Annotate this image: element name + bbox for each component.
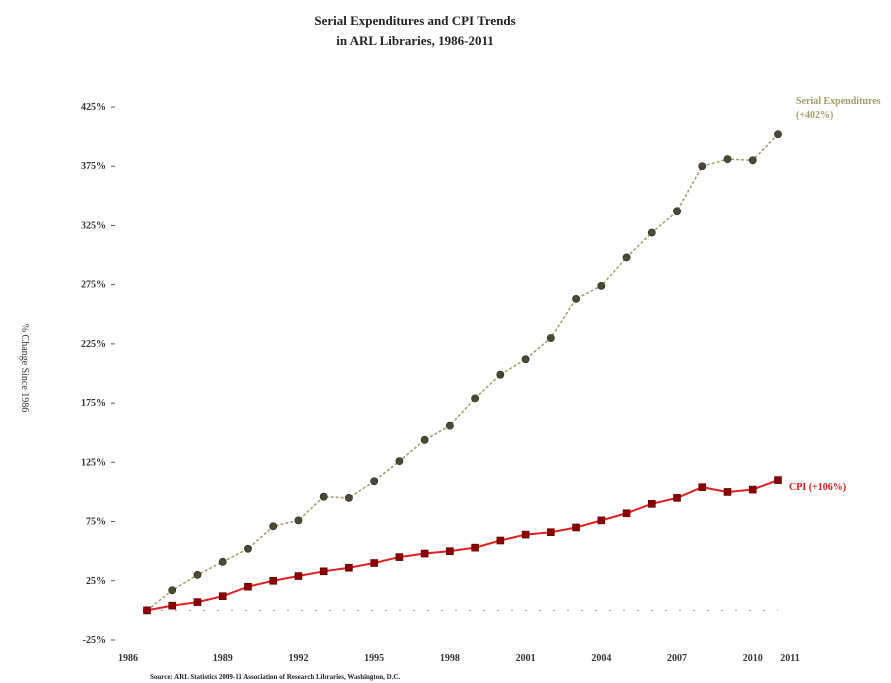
cpi-point [294,572,303,580]
x-tick-label: 1989 [213,653,233,664]
y-tick-label: 125% [81,457,106,468]
cpi-point [647,499,656,508]
cpi-point [521,530,530,539]
y-tick-label: -25% [83,635,106,646]
serial-expenditures-label: Serial Expenditures [796,96,881,107]
cpi-point [193,598,202,606]
serial-expenditures-point [445,421,454,430]
cpi-point [345,563,353,572]
serial-expenditures-point [294,516,303,525]
serial-expenditures-point [521,355,530,364]
cpi-point [597,516,606,525]
cpi-point [698,483,707,492]
y-tick-label: 325% [81,220,106,231]
cpi-label: CPI (+106%) [789,482,846,493]
serial-expenditures-point [395,457,404,466]
serial-expenditures-point [546,334,555,342]
serial-expenditures-point [647,228,656,237]
serial-expenditures-point [319,492,328,501]
serial-expenditures-point [370,477,379,486]
serial-expenditures-point [673,207,681,216]
cpi-point [269,576,278,585]
serial-expenditures-point [471,394,480,403]
x-tick-label: 1986 [118,653,138,664]
y-axis-label: % Change Since 1986 [19,324,30,413]
cpi-point [319,567,328,576]
cpi-point [622,509,631,518]
series-layer [143,130,782,615]
x-tick-label: 1992 [288,653,308,664]
x-tick-label: 2011 [780,653,799,664]
y-tick-label: 275% [81,280,106,291]
cpi-point [748,485,757,494]
cpi-point [370,559,378,567]
cpi-point [547,528,555,537]
chart-title-line2: in ARL Libraries, 1986-2011 [336,33,493,48]
serial-expenditures-point [496,370,505,379]
cpi-point [143,606,151,615]
serial-expenditures-point [218,557,227,566]
cpi-point [572,523,580,532]
cpi-point [496,536,505,545]
cpi-line [146,479,779,612]
serial-expenditures-point [723,155,732,164]
serial-expenditures-change-label: (+402%) [796,110,833,121]
x-tick-label: 1998 [440,653,460,664]
serial-expenditures-point [572,294,580,303]
cpi-point [723,488,732,496]
y-tick-label: 175% [81,398,106,409]
serial-expenditures-point [244,544,252,553]
chart-title-line1: Serial Expenditures and CPI Trends [314,13,515,28]
x-tick-label: 1995 [364,653,384,664]
y-tick-label: 225% [81,339,106,350]
y-tick-label: 25% [86,576,106,587]
cpi-point [471,543,479,552]
x-tick-label: 2001 [516,653,536,664]
serial-expenditures-point [622,253,631,262]
y-tick-label: 75% [86,517,106,528]
y-tick-label: 425% [81,102,106,113]
cpi-point [244,582,252,591]
cpi-point [774,476,782,484]
axes: -25% 25% 75% 125% 175% 225% 275% 325% 375% 425% 19… [81,102,800,664]
serial-expenditures-point [269,522,278,531]
serial-expenditures-line [146,133,779,611]
serial-expenditures-point [597,281,606,290]
cpi-point [446,547,454,555]
x-tick-label: 2004 [591,653,611,664]
serial-expenditures-point [345,493,353,502]
serial-expenditures-point [748,156,757,165]
cpi-point [395,553,404,561]
serial-expenditures-point [774,130,782,139]
serial-expenditures-point [420,435,429,444]
serial-expenditures-point [193,570,202,579]
x-tick-label: 2007 [667,653,687,664]
cpi-point [673,494,681,502]
serial-expenditures-point [168,586,177,595]
cpi-point [168,601,177,610]
serial-expenditures-point [698,162,707,171]
x-tick-label: 2010 [743,653,763,664]
source-note: Source: ARL Statistics 2009-11 Associati… [150,673,401,681]
cpi-point [420,549,429,558]
y-tick-label: 375% [81,161,106,172]
cpi-point [218,592,227,600]
